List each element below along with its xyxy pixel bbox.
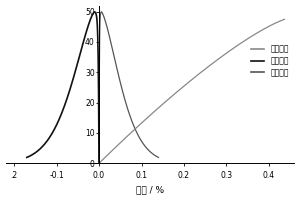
轴向应变 — [97, 162, 101, 164]
X-axis label: 应变 / %: 应变 / % — [136, 185, 164, 194]
Line: 体积应变: 体积应变 — [99, 19, 284, 163]
体积应变 — [283, 18, 286, 21]
Line: 轴向应变: 轴向应变 — [99, 12, 158, 163]
轴向应变 — [133, 127, 136, 129]
体积应变 — [273, 22, 277, 25]
轴向应变 — [97, 126, 101, 128]
环向应变 — [97, 96, 101, 98]
Legend: 体积应变, 环向应变, 轴向应变: 体积应变, 环向应变, 轴向应变 — [249, 43, 291, 78]
轴向应变 — [100, 11, 103, 13]
轴向应变 — [148, 150, 151, 152]
环向应变 — [95, 14, 98, 17]
体积应变 — [267, 25, 271, 27]
轴向应变 — [98, 24, 102, 26]
环向应变 — [97, 162, 101, 164]
体积应变 — [241, 41, 244, 43]
轴向应变 — [98, 14, 102, 17]
环向应变 — [25, 156, 28, 159]
体积应变 — [227, 50, 231, 52]
环向应变 — [95, 24, 99, 26]
轴向应变 — [157, 156, 160, 159]
环向应变 — [36, 150, 40, 152]
体积应变 — [163, 101, 166, 104]
环向应变 — [93, 11, 96, 13]
Line: 环向应变: 环向应变 — [27, 12, 99, 163]
环向应变 — [97, 126, 101, 128]
体积应变 — [97, 162, 101, 164]
环向应变 — [53, 127, 57, 129]
体积应变 — [273, 22, 277, 24]
轴向应变 — [98, 96, 101, 98]
